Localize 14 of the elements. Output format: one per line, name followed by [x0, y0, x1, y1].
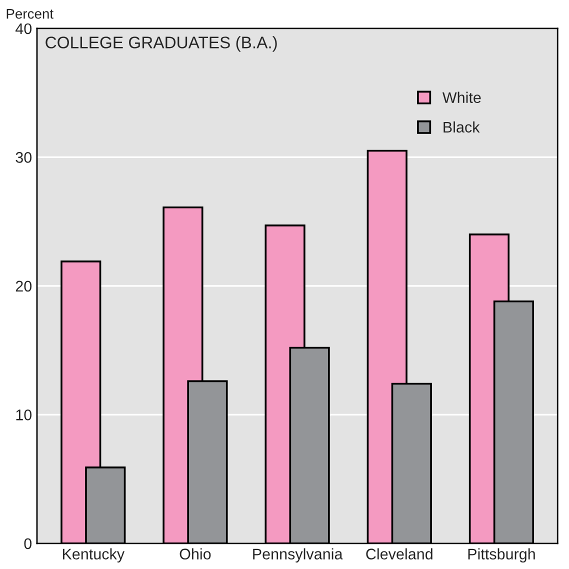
y-tick-label: 0 [24, 538, 32, 550]
y-tick-label: 20 [16, 280, 32, 292]
x-tick-label: Pennsylvania [253, 548, 343, 562]
y-tick-label: 40 [15, 23, 32, 34]
legend-label: White [442, 92, 481, 104]
x-tick-label: Kentucky [62, 548, 125, 562]
x-tick-label: Cleveland [366, 548, 432, 560]
x-tick-label: Ohio [180, 548, 211, 560]
x-tick-label: Pittsburgh [468, 548, 535, 562]
y-axis-title: Percent [6, 9, 54, 19]
chart-title: COLLEGE GRADUATES (B.A.) [46, 36, 277, 52]
y-tick-label: 30 [16, 152, 32, 163]
y-tick-label: 10 [16, 410, 32, 420]
legend-label: Black [444, 121, 480, 133]
